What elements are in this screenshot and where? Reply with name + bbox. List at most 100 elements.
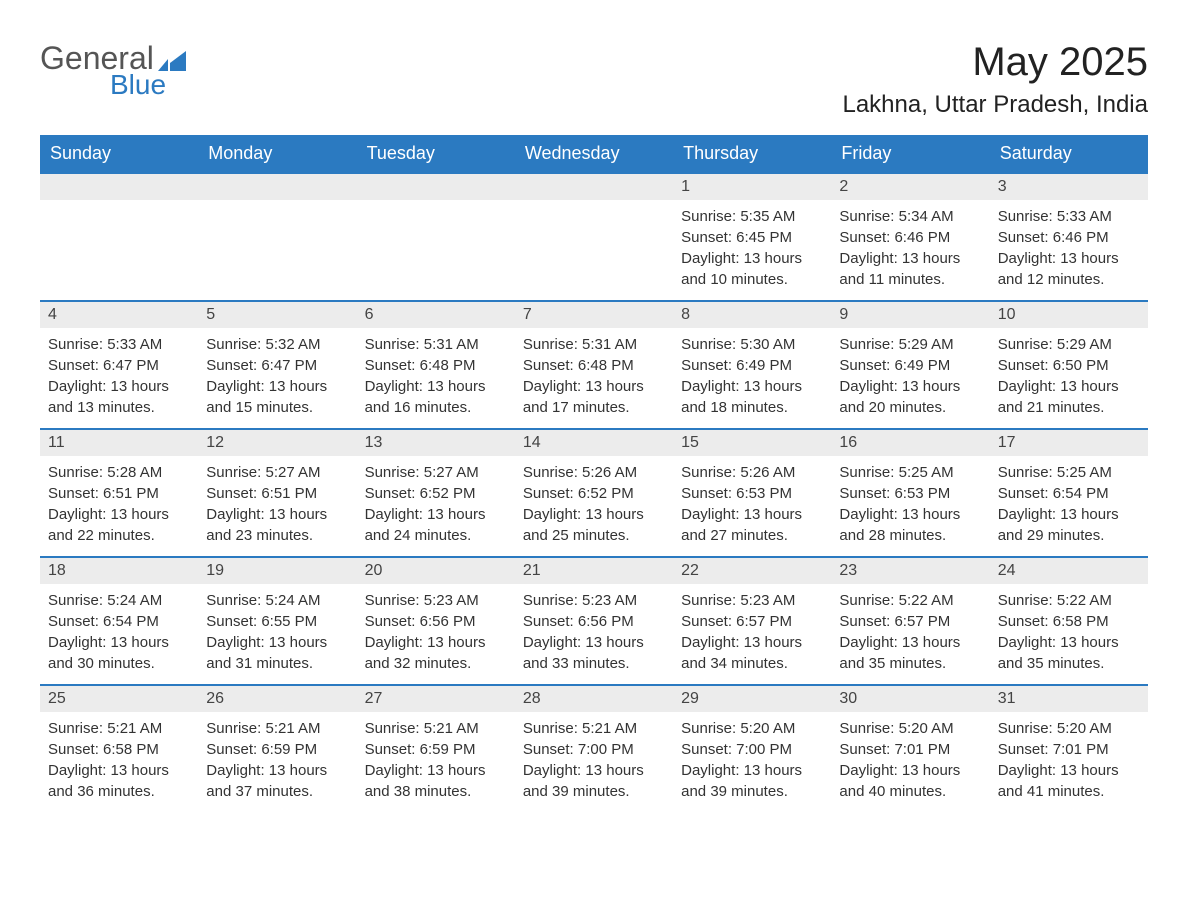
day-number: 3 bbox=[990, 174, 1148, 200]
sunset-text: Sunset: 6:54 PM bbox=[48, 611, 190, 632]
day-body: Sunrise: 5:21 AMSunset: 6:59 PMDaylight:… bbox=[198, 712, 356, 808]
daylight-text: Daylight: 13 hours bbox=[48, 504, 190, 525]
day-number: 31 bbox=[990, 686, 1148, 712]
day-number: 12 bbox=[198, 430, 356, 456]
daylight-text: Daylight: 13 hours bbox=[48, 760, 190, 781]
daylight-text: and 40 minutes. bbox=[839, 781, 981, 802]
day-body: Sunrise: 5:27 AMSunset: 6:51 PMDaylight:… bbox=[198, 456, 356, 552]
sunset-text: Sunset: 6:49 PM bbox=[681, 355, 823, 376]
sunset-text: Sunset: 7:01 PM bbox=[998, 739, 1140, 760]
week-row: 11Sunrise: 5:28 AMSunset: 6:51 PMDayligh… bbox=[40, 428, 1148, 556]
sunrise-text: Sunrise: 5:30 AM bbox=[681, 334, 823, 355]
sunset-text: Sunset: 6:58 PM bbox=[998, 611, 1140, 632]
daylight-text: Daylight: 13 hours bbox=[48, 632, 190, 653]
day-body: Sunrise: 5:20 AMSunset: 7:01 PMDaylight:… bbox=[831, 712, 989, 808]
daylight-text: and 37 minutes. bbox=[206, 781, 348, 802]
dow-cell: Saturday bbox=[990, 135, 1148, 172]
daylight-text: Daylight: 13 hours bbox=[206, 760, 348, 781]
day-number: 24 bbox=[990, 558, 1148, 584]
daylight-text: Daylight: 13 hours bbox=[206, 504, 348, 525]
day-cell: 28Sunrise: 5:21 AMSunset: 7:00 PMDayligh… bbox=[515, 686, 673, 812]
daylight-text: Daylight: 13 hours bbox=[365, 760, 507, 781]
day-body: Sunrise: 5:34 AMSunset: 6:46 PMDaylight:… bbox=[831, 200, 989, 296]
sunset-text: Sunset: 6:45 PM bbox=[681, 227, 823, 248]
sunrise-text: Sunrise: 5:29 AM bbox=[839, 334, 981, 355]
sunrise-text: Sunrise: 5:22 AM bbox=[839, 590, 981, 611]
day-cell: 20Sunrise: 5:23 AMSunset: 6:56 PMDayligh… bbox=[357, 558, 515, 684]
dow-cell: Friday bbox=[831, 135, 989, 172]
day-body: Sunrise: 5:25 AMSunset: 6:54 PMDaylight:… bbox=[990, 456, 1148, 552]
day-body: Sunrise: 5:23 AMSunset: 6:56 PMDaylight:… bbox=[357, 584, 515, 680]
sunset-text: Sunset: 6:55 PM bbox=[206, 611, 348, 632]
sunset-text: Sunset: 7:00 PM bbox=[523, 739, 665, 760]
day-cell: 17Sunrise: 5:25 AMSunset: 6:54 PMDayligh… bbox=[990, 430, 1148, 556]
sunrise-text: Sunrise: 5:21 AM bbox=[523, 718, 665, 739]
day-cell: 10Sunrise: 5:29 AMSunset: 6:50 PMDayligh… bbox=[990, 302, 1148, 428]
sunset-text: Sunset: 6:54 PM bbox=[998, 483, 1140, 504]
day-cell: 14Sunrise: 5:26 AMSunset: 6:52 PMDayligh… bbox=[515, 430, 673, 556]
day-body: Sunrise: 5:21 AMSunset: 7:00 PMDaylight:… bbox=[515, 712, 673, 808]
day-cell: 16Sunrise: 5:25 AMSunset: 6:53 PMDayligh… bbox=[831, 430, 989, 556]
day-number: 7 bbox=[515, 302, 673, 328]
day-cell: 7Sunrise: 5:31 AMSunset: 6:48 PMDaylight… bbox=[515, 302, 673, 428]
sunset-text: Sunset: 6:48 PM bbox=[523, 355, 665, 376]
sunset-text: Sunset: 6:56 PM bbox=[523, 611, 665, 632]
day-body: Sunrise: 5:33 AMSunset: 6:47 PMDaylight:… bbox=[40, 328, 198, 424]
day-number: 21 bbox=[515, 558, 673, 584]
sunrise-text: Sunrise: 5:34 AM bbox=[839, 206, 981, 227]
day-body: Sunrise: 5:27 AMSunset: 6:52 PMDaylight:… bbox=[357, 456, 515, 552]
daylight-text: and 35 minutes. bbox=[998, 653, 1140, 674]
daylight-text: and 16 minutes. bbox=[365, 397, 507, 418]
day-cell: 9Sunrise: 5:29 AMSunset: 6:49 PMDaylight… bbox=[831, 302, 989, 428]
day-cell: 25Sunrise: 5:21 AMSunset: 6:58 PMDayligh… bbox=[40, 686, 198, 812]
daylight-text: Daylight: 13 hours bbox=[839, 504, 981, 525]
day-number: 17 bbox=[990, 430, 1148, 456]
sunset-text: Sunset: 6:47 PM bbox=[48, 355, 190, 376]
day-body: Sunrise: 5:31 AMSunset: 6:48 PMDaylight:… bbox=[515, 328, 673, 424]
sunrise-text: Sunrise: 5:28 AM bbox=[48, 462, 190, 483]
daylight-text: and 15 minutes. bbox=[206, 397, 348, 418]
dow-cell: Wednesday bbox=[515, 135, 673, 172]
day-number: 23 bbox=[831, 558, 989, 584]
daylight-text: and 32 minutes. bbox=[365, 653, 507, 674]
day-number: 27 bbox=[357, 686, 515, 712]
day-cell bbox=[515, 174, 673, 300]
sunset-text: Sunset: 6:52 PM bbox=[523, 483, 665, 504]
day-body: Sunrise: 5:25 AMSunset: 6:53 PMDaylight:… bbox=[831, 456, 989, 552]
day-cell: 21Sunrise: 5:23 AMSunset: 6:56 PMDayligh… bbox=[515, 558, 673, 684]
day-cell: 8Sunrise: 5:30 AMSunset: 6:49 PMDaylight… bbox=[673, 302, 831, 428]
daylight-text: and 31 minutes. bbox=[206, 653, 348, 674]
day-cell: 6Sunrise: 5:31 AMSunset: 6:48 PMDaylight… bbox=[357, 302, 515, 428]
daylight-text: Daylight: 13 hours bbox=[681, 632, 823, 653]
daylight-text: Daylight: 13 hours bbox=[998, 504, 1140, 525]
daylight-text: Daylight: 13 hours bbox=[48, 376, 190, 397]
sunrise-text: Sunrise: 5:20 AM bbox=[681, 718, 823, 739]
calendar: SundayMondayTuesdayWednesdayThursdayFrid… bbox=[40, 135, 1148, 812]
daylight-text: and 38 minutes. bbox=[365, 781, 507, 802]
day-cell: 26Sunrise: 5:21 AMSunset: 6:59 PMDayligh… bbox=[198, 686, 356, 812]
sunset-text: Sunset: 6:49 PM bbox=[839, 355, 981, 376]
daylight-text: Daylight: 13 hours bbox=[523, 504, 665, 525]
day-body: Sunrise: 5:32 AMSunset: 6:47 PMDaylight:… bbox=[198, 328, 356, 424]
day-number: 30 bbox=[831, 686, 989, 712]
daylight-text: Daylight: 13 hours bbox=[998, 248, 1140, 269]
day-body: Sunrise: 5:33 AMSunset: 6:46 PMDaylight:… bbox=[990, 200, 1148, 296]
day-number: 20 bbox=[357, 558, 515, 584]
day-number: 14 bbox=[515, 430, 673, 456]
sunrise-text: Sunrise: 5:22 AM bbox=[998, 590, 1140, 611]
daylight-text: and 23 minutes. bbox=[206, 525, 348, 546]
daylight-text: Daylight: 13 hours bbox=[681, 504, 823, 525]
week-row: 1Sunrise: 5:35 AMSunset: 6:45 PMDaylight… bbox=[40, 172, 1148, 300]
day-cell: 3Sunrise: 5:33 AMSunset: 6:46 PMDaylight… bbox=[990, 174, 1148, 300]
empty-day-bar bbox=[40, 174, 198, 200]
day-cell: 29Sunrise: 5:20 AMSunset: 7:00 PMDayligh… bbox=[673, 686, 831, 812]
location-text: Lakhna, Uttar Pradesh, India bbox=[842, 91, 1148, 119]
day-body: Sunrise: 5:23 AMSunset: 6:56 PMDaylight:… bbox=[515, 584, 673, 680]
sunset-text: Sunset: 6:58 PM bbox=[48, 739, 190, 760]
daylight-text: Daylight: 13 hours bbox=[523, 760, 665, 781]
sunrise-text: Sunrise: 5:31 AM bbox=[523, 334, 665, 355]
week-row: 4Sunrise: 5:33 AMSunset: 6:47 PMDaylight… bbox=[40, 300, 1148, 428]
daylight-text: and 27 minutes. bbox=[681, 525, 823, 546]
daylight-text: and 28 minutes. bbox=[839, 525, 981, 546]
daylight-text: Daylight: 13 hours bbox=[839, 632, 981, 653]
